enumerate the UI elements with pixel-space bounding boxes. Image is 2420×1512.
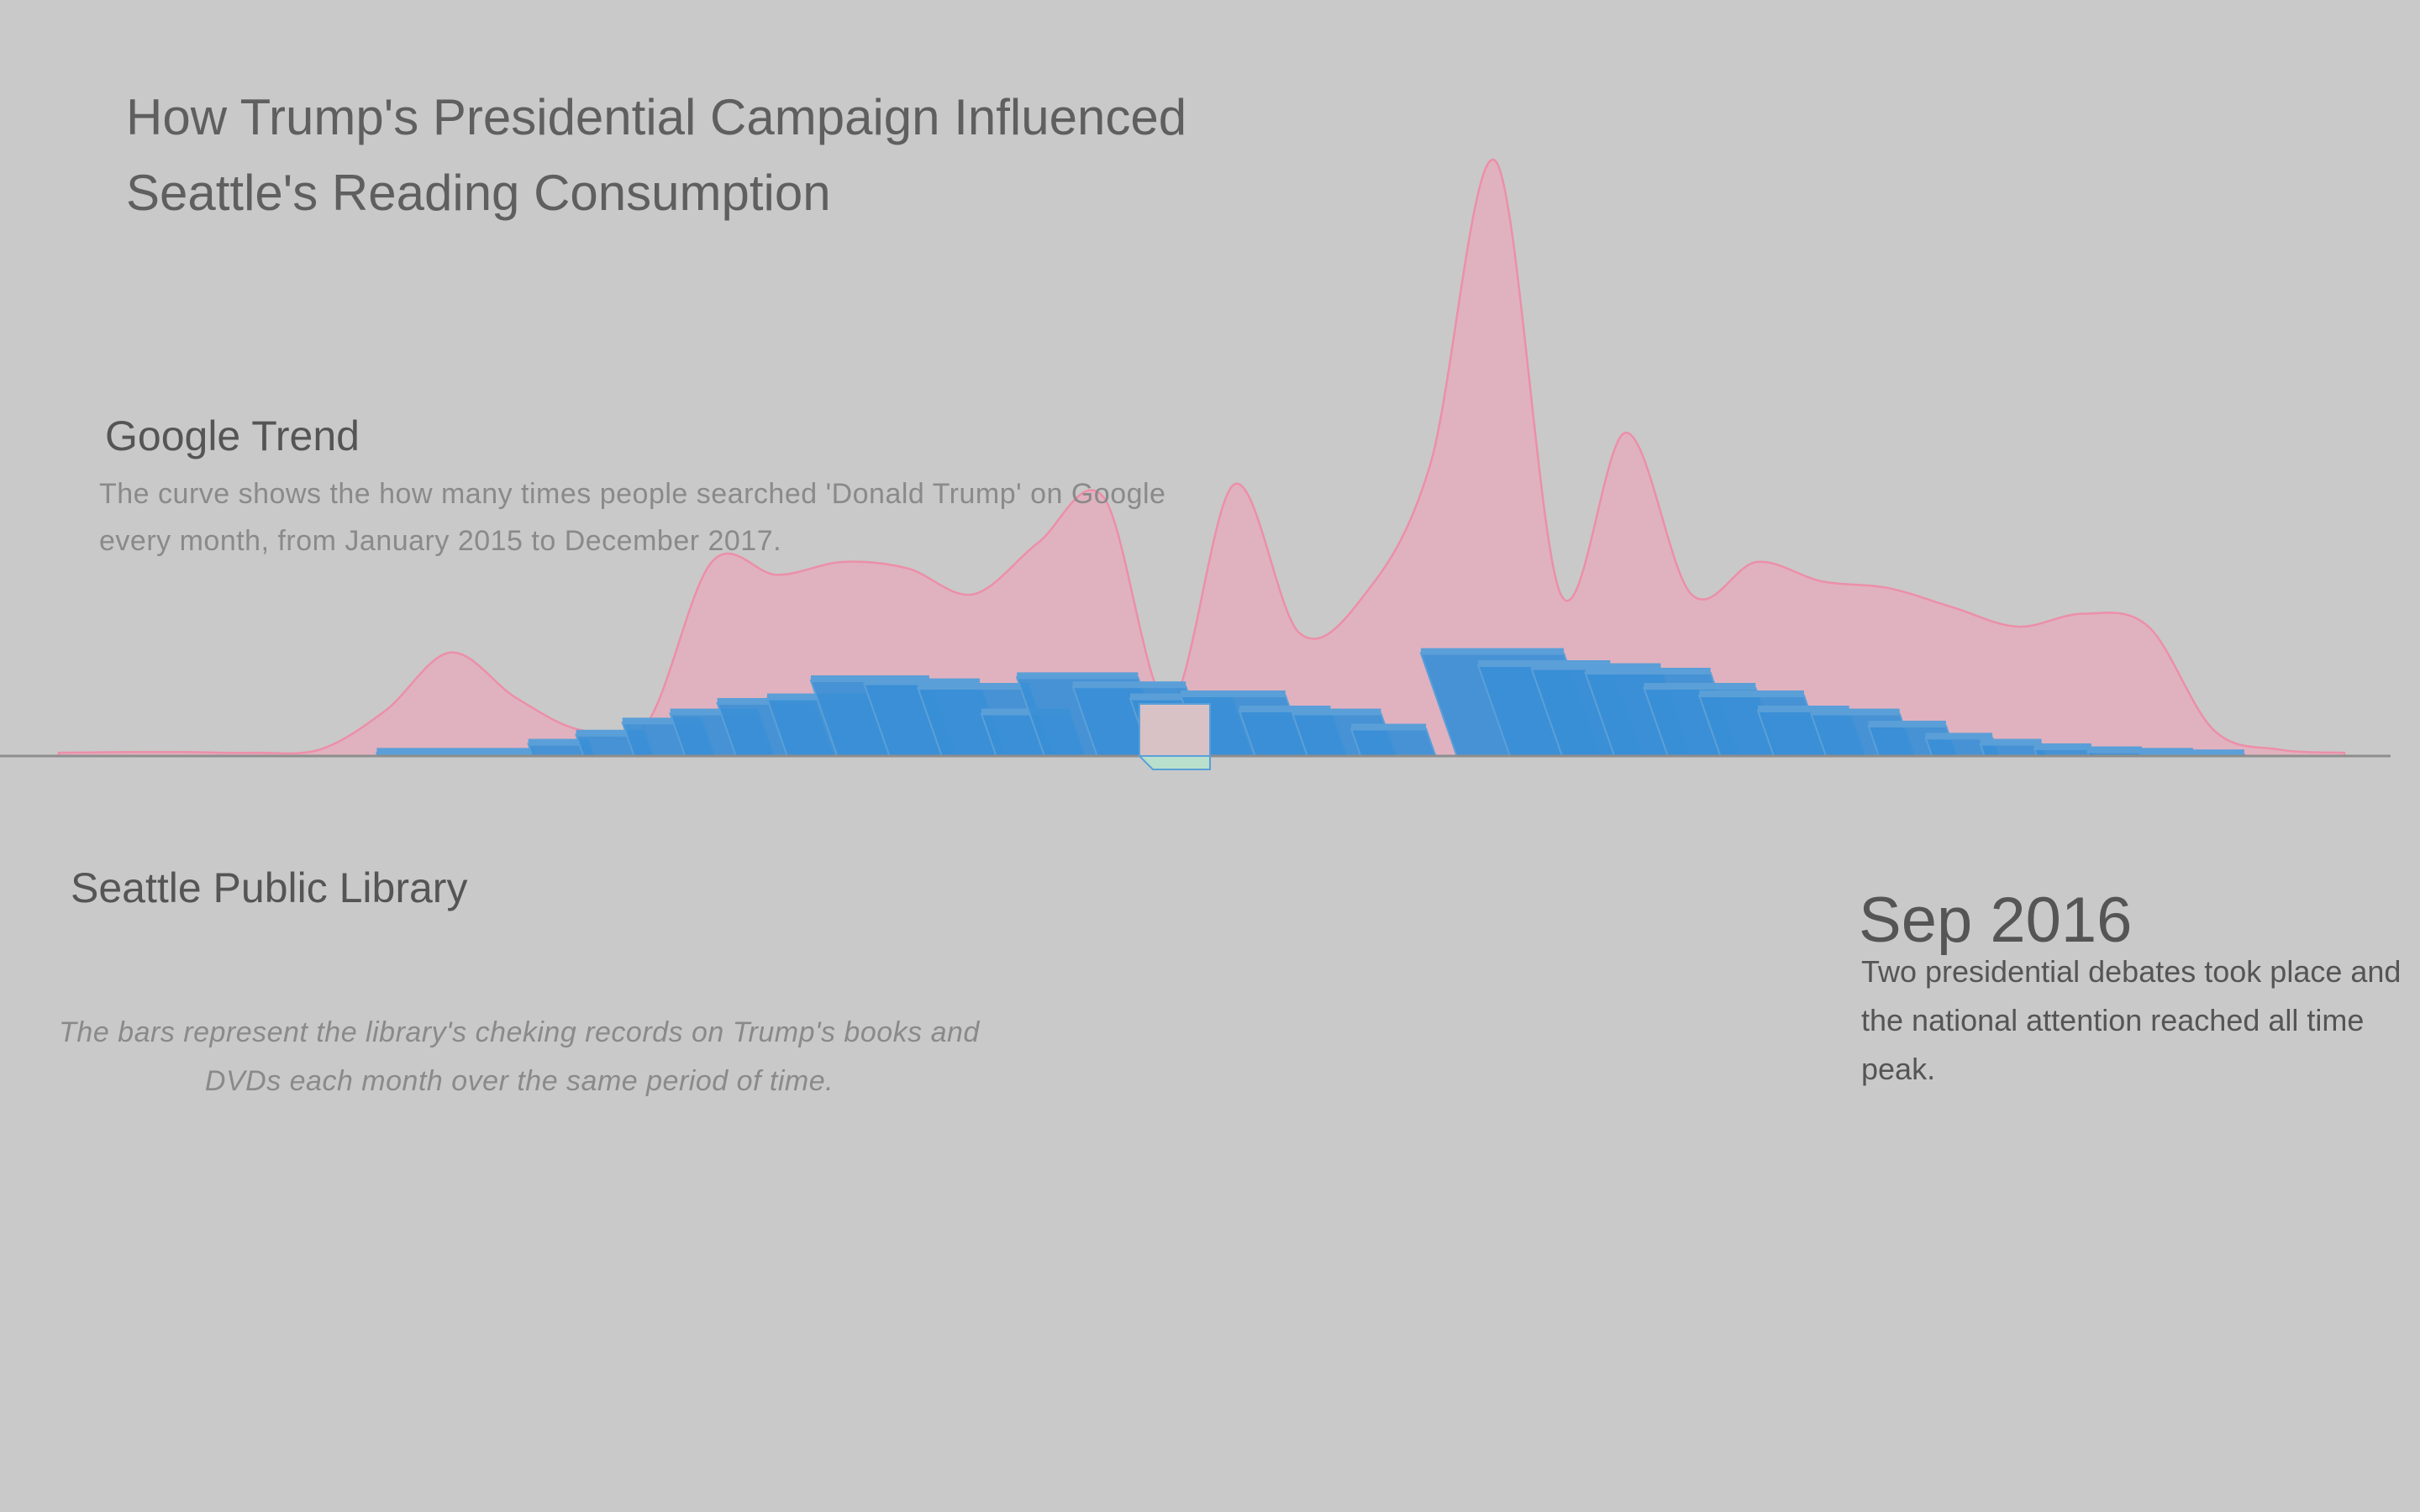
checkout-bar-top [576, 729, 646, 737]
checkout-bar-top [981, 708, 1071, 716]
checkout-bar-top [1980, 738, 2042, 746]
checkout-bar-top [376, 748, 430, 755]
checkout-bar-top [2139, 748, 2193, 755]
checkout-bar-top [1292, 708, 1381, 716]
checkout-bar-top [1420, 648, 1565, 655]
checkout-bar-top [1350, 723, 1427, 731]
checkout-bar-top [2192, 749, 2244, 757]
highlight-bar-top[interactable] [1139, 703, 1211, 757]
checkout-bar-top [2087, 746, 2143, 753]
checkout-bar-top [864, 678, 981, 685]
checkout-bar-top [717, 698, 816, 705]
library-heading: Seattle Public Library [71, 864, 468, 911]
page-title: How Trump's Presidential Campaign Influe… [126, 89, 1187, 221]
checkout-bar-top [1811, 708, 1900, 716]
checkout-bar-top [1239, 706, 1331, 712]
highlight-bar-reflection [1137, 755, 1211, 770]
checkout-bar-top [1072, 681, 1186, 689]
checkout-bar-top [429, 748, 482, 755]
checkout-bar-top [1757, 706, 1849, 712]
checkout-bar-top [918, 683, 1030, 690]
checkout-bar-top [480, 748, 534, 755]
library-description: The bars represent the library's cheking… [59, 1016, 980, 1097]
checkout-bar-top [1017, 672, 1139, 680]
trend-area [57, 158, 2346, 758]
checkout-bar-top [1868, 721, 1946, 727]
checkout-bar-top [528, 738, 590, 746]
highlight-bar-group[interactable] [1137, 703, 1211, 770]
checkout-bar-top [1644, 683, 1756, 690]
checkout-bar-top [1925, 732, 1993, 740]
google-trend-heading: Google Trend [105, 412, 360, 459]
checkout-bar-top [2033, 743, 2091, 750]
checkout-bar-top [1585, 668, 1711, 675]
checkout-bar-top [1181, 690, 1286, 697]
annotation-month: Sep 2016 [1859, 885, 2133, 956]
annotation-text: Two presidential debates took place and … [1861, 954, 2402, 1086]
checkout-bar-top [1699, 690, 1804, 697]
checkout-bar-top [670, 708, 759, 716]
checkout-bar-top [1531, 663, 1661, 670]
google-trend-description: The curve shows the how many times peopl… [99, 478, 1166, 557]
checkout-bar-top [622, 717, 703, 725]
checkout-bar[interactable] [1349, 727, 1437, 757]
